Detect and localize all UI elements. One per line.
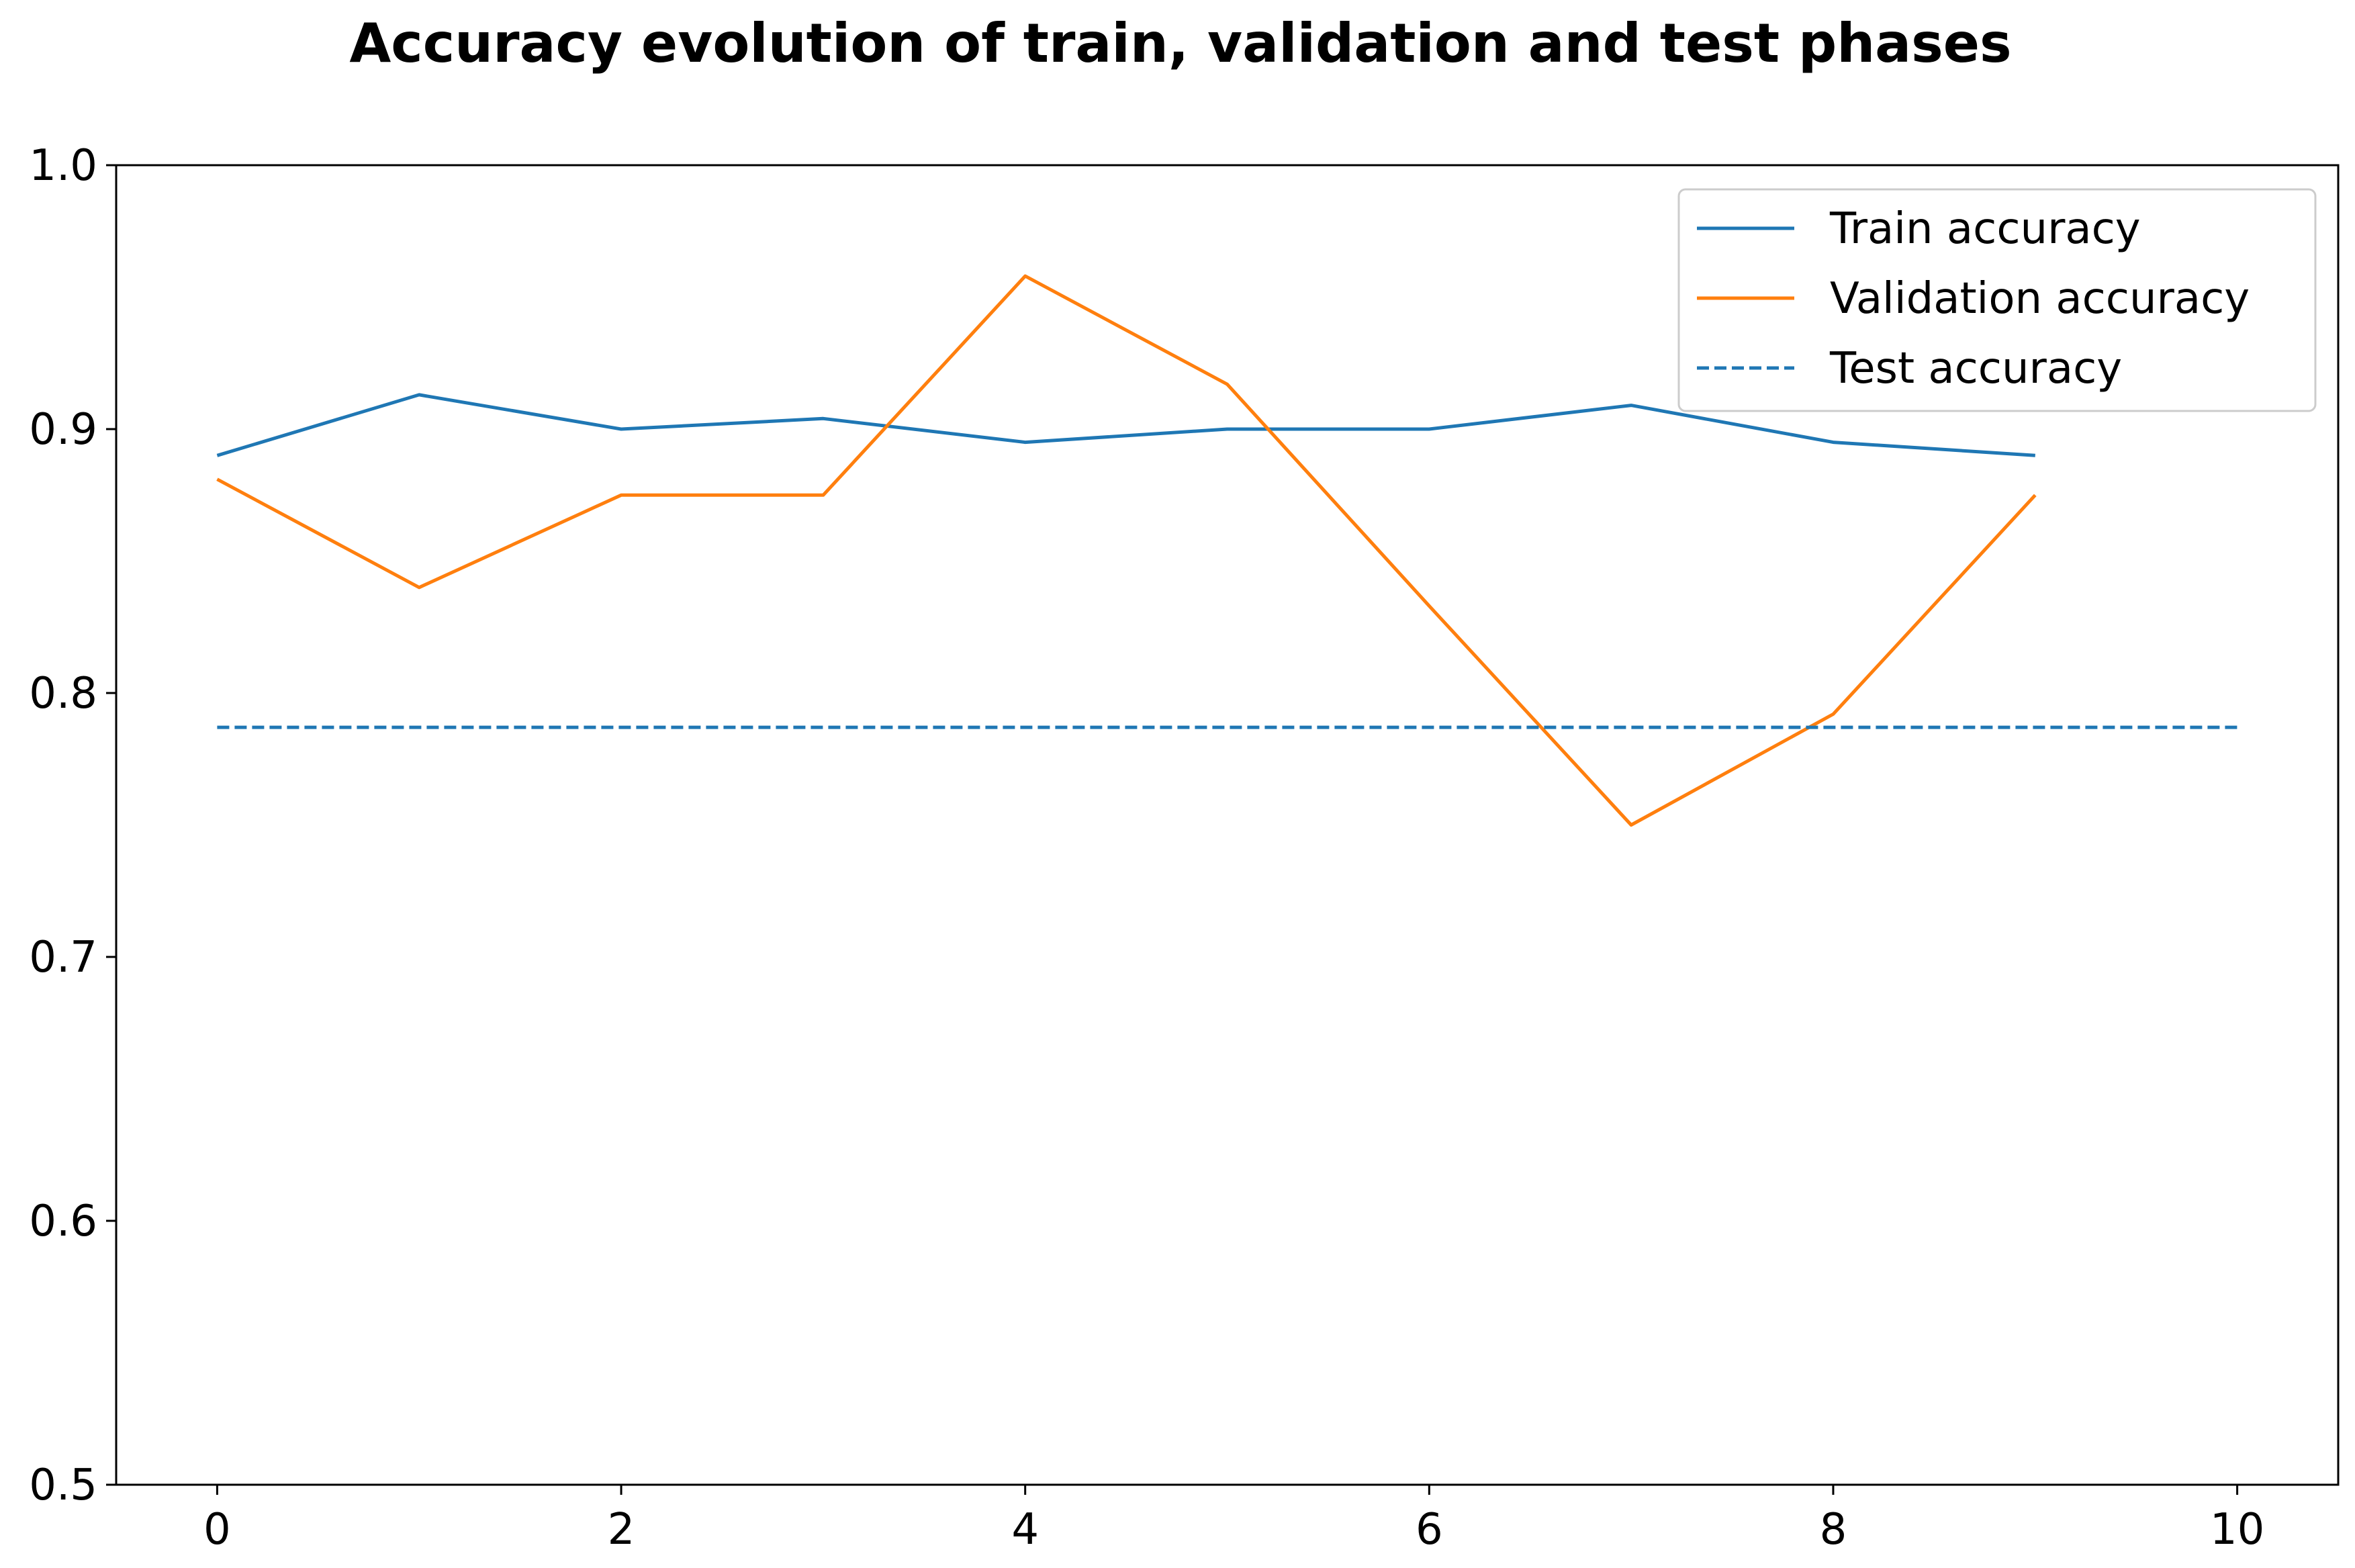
legend-label: Validation accuracy [1830, 274, 2250, 324]
legend-label: Test accuracy [1829, 344, 2122, 394]
x-tick-label: 6 [1416, 1505, 1443, 1555]
y-tick-label: 0.6 [29, 1197, 97, 1246]
series-line-train-accuracy [216, 393, 2035, 457]
y-tick-label: 0.7 [29, 933, 97, 982]
legend: Train accuracy Validation accuracy Test ac… [1677, 188, 2317, 412]
y-tick-label: 0.9 [29, 405, 97, 455]
x-tick-label: 8 [1820, 1505, 1847, 1555]
series-layer [216, 274, 2237, 827]
legend-label: Train accuracy [1829, 204, 2141, 254]
y-tick-label: 1.0 [29, 141, 97, 191]
x-tick-label: 10 [2210, 1505, 2264, 1555]
x-tick-label: 2 [608, 1505, 635, 1555]
y-axis: 0.5 0.6 0.7 0.8 0.9 1.0 [29, 141, 116, 1510]
x-axis: 0 2 4 6 8 10 [203, 1485, 2264, 1555]
x-tick-label: 0 [203, 1505, 231, 1555]
y-tick-label: 0.8 [29, 669, 97, 719]
chart-title: Accuracy evolution of train, validation … [349, 12, 2011, 75]
x-tick-label: 4 [1011, 1505, 1039, 1555]
series-line-validation-accuracy [216, 274, 2037, 827]
y-tick-label: 0.5 [29, 1461, 97, 1510]
legend-box [1677, 188, 2317, 412]
